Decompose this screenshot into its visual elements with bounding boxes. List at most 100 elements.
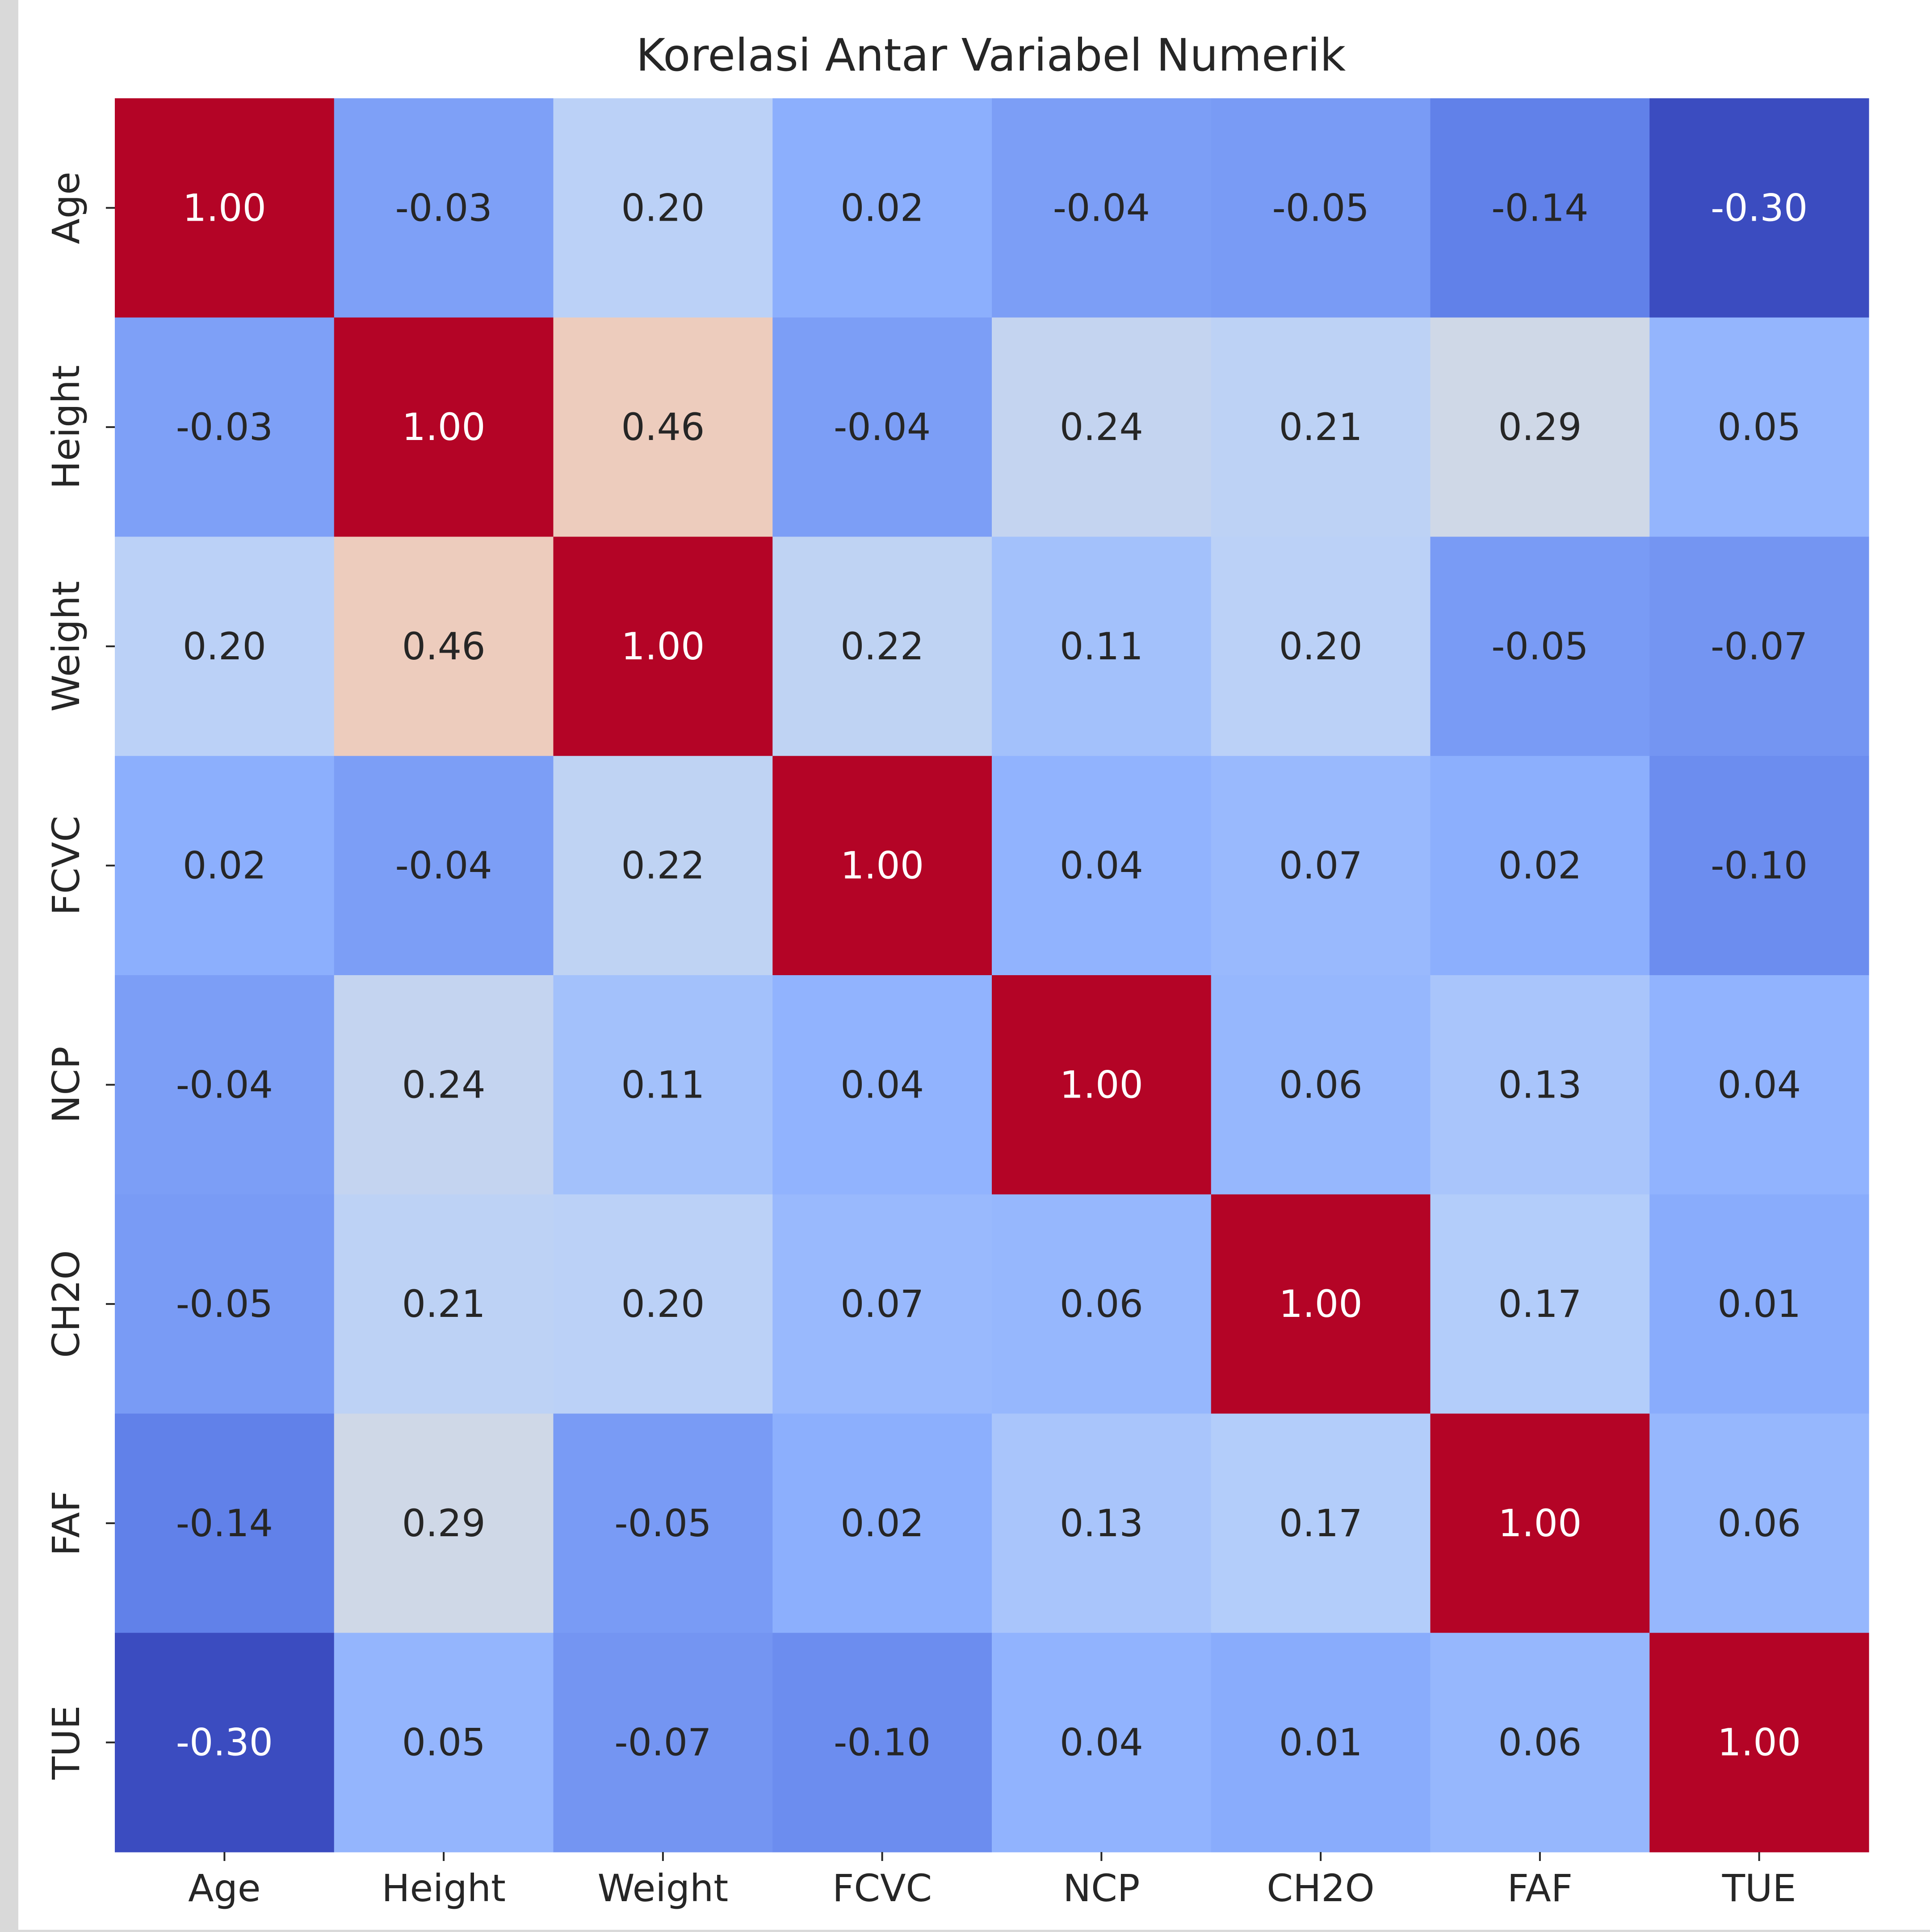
heatmap-cell-ch2o-tue [1649, 1194, 1869, 1414]
x-axis: Age Height Weight FCVC NCP CH2O FAF TUE [188, 1852, 1796, 1910]
y-tick-label-faf: FAF [44, 1491, 88, 1556]
heatmap-cell-height-ch2o [1211, 317, 1431, 537]
y-tick-label-fcvc: FCVC [44, 816, 88, 915]
heatmap-value-label: 0.13 [1060, 1501, 1143, 1545]
heatmap-value-label: 0.29 [1498, 405, 1582, 449]
heatmap-cell-ch2o-ncp [992, 1194, 1212, 1414]
heatmap-cell-fcvc-faf [1430, 756, 1650, 976]
heatmap-value-label: 0.01 [1279, 1721, 1363, 1764]
figure-canvas: Korelasi Antar Variabel Numerik 1.00 -0.0… [18, 0, 1930, 1930]
heatmap-cell-height-ncp [992, 317, 1212, 537]
heatmap-value-label: -0.05 [614, 1501, 711, 1545]
heatmap-cell-fcvc-ncp [992, 756, 1212, 976]
heatmap-value-label: -0.03 [176, 405, 273, 449]
heatmap-value-label: -0.14 [176, 1501, 273, 1545]
heatmap-cell-ncp-weight [553, 975, 773, 1195]
heatmap-cell-height-fcvc [772, 317, 992, 537]
heatmap-cell-ch2o-weight [553, 1194, 773, 1414]
heatmap-value-label: 0.20 [621, 1282, 705, 1326]
heatmap-value-label: 0.22 [840, 624, 924, 668]
heatmap-cell-height-tue [1649, 317, 1869, 537]
heatmap-value-label: -0.07 [614, 1721, 711, 1764]
heatmap-cell-ch2o-ch2o [1211, 1194, 1431, 1414]
heatmap-cell-ncp-ncp [992, 975, 1212, 1195]
y-axis: Age Height Weight FCVC NCP CH2O FAF TUE [44, 172, 115, 1780]
heatmap-cell-fcvc-tue [1649, 756, 1869, 976]
heatmap-cell-tue-fcvc [772, 1633, 992, 1852]
heatmap-value-label: 0.46 [621, 405, 705, 449]
heatmap-cell-ch2o-fcvc [772, 1194, 992, 1414]
heatmap-cell-tue-weight [553, 1633, 773, 1852]
y-tick-label-ch2o: CH2O [44, 1250, 88, 1358]
heatmap-cell-tue-faf [1430, 1633, 1650, 1852]
heatmap-value-label: 0.06 [1060, 1282, 1143, 1326]
heatmap-value-label: 1.00 [840, 844, 924, 888]
heatmap-value-labels: 1.00 -0.03 0.20 0.02 -0.04 -0.05 -0.14 -0.30 -0.… [176, 186, 1808, 1764]
heatmap-value-label: -0.10 [834, 1721, 931, 1764]
heatmap-cell-age-height [334, 98, 554, 318]
heatmap-value-label: -0.10 [1711, 844, 1808, 888]
heatmap-value-label: 0.07 [1279, 844, 1363, 888]
heatmap-cell-fcvc-ch2o [1211, 756, 1431, 976]
heatmap-value-label: 1.00 [1717, 1721, 1801, 1764]
heatmap-value-label: 0.20 [183, 624, 266, 668]
heatmap-cell-fcvc-fcvc [772, 756, 992, 976]
heatmap-value-label: 0.04 [840, 1063, 924, 1106]
x-tick-label-height: Height [382, 1866, 506, 1910]
heatmap-value-label: -0.03 [395, 186, 492, 230]
y-tick-label-age: Age [44, 172, 88, 244]
heatmap-cell-weight-weight [553, 536, 773, 756]
heatmap-value-label: -0.04 [834, 405, 931, 449]
chart-title: Korelasi Antar Variabel Numerik [636, 29, 1346, 81]
heatmap-value-label: 0.07 [840, 1282, 924, 1326]
heatmap-value-label: -0.05 [1491, 624, 1588, 668]
heatmap-value-label: -0.30 [176, 1721, 273, 1764]
heatmap-cell-tue-age [115, 1633, 335, 1852]
heatmap-cell-height-faf [1430, 317, 1650, 537]
heatmap-cell-ncp-ch2o [1211, 975, 1431, 1195]
heatmap-value-label: 0.21 [402, 1282, 486, 1326]
heatmap-value-label: 1.00 [1060, 1063, 1143, 1106]
heatmap-cell-ncp-fcvc [772, 975, 992, 1195]
heatmap-value-label: 0.11 [621, 1063, 705, 1106]
correlation-heatmap: Korelasi Antar Variabel Numerik 1.00 -0.0… [44, 29, 1869, 1910]
heatmap-cell-faf-weight [553, 1413, 773, 1633]
heatmap-cell-age-fcvc [772, 98, 992, 318]
heatmap-cell-faf-fcvc [772, 1413, 992, 1633]
heatmap-cell-ncp-tue [1649, 975, 1869, 1195]
x-tick-label-faf: FAF [1507, 1866, 1573, 1910]
heatmap-cell-age-tue [1649, 98, 1869, 318]
heatmap-cell-ch2o-faf [1430, 1194, 1650, 1414]
heatmap-value-label: -0.07 [1711, 624, 1808, 668]
heatmap-value-label: 0.22 [621, 844, 705, 888]
heatmap-value-label: 0.05 [1717, 405, 1801, 449]
heatmap-cell-weight-faf [1430, 536, 1650, 756]
heatmap-cell-ncp-age [115, 975, 335, 1195]
heatmap-cell-ncp-faf [1430, 975, 1650, 1195]
heatmap-value-label: 0.11 [1060, 624, 1143, 668]
heatmap-value-label: 0.01 [1717, 1282, 1801, 1326]
heatmap-cell-height-age [115, 317, 335, 537]
heatmap-value-label: -0.30 [1711, 186, 1808, 230]
heatmap-cell-weight-ncp [992, 536, 1212, 756]
heatmap-cells [115, 98, 1869, 1852]
heatmap-cell-age-ch2o [1211, 98, 1431, 318]
heatmap-value-label: 0.04 [1060, 1721, 1143, 1764]
heatmap-cell-faf-ncp [992, 1413, 1212, 1633]
heatmap-cell-tue-ch2o [1211, 1633, 1431, 1852]
heatmap-cell-fcvc-height [334, 756, 554, 976]
heatmap-value-label: 1.00 [183, 186, 266, 230]
heatmap-cell-faf-height [334, 1413, 554, 1633]
heatmap-cell-tue-tue [1649, 1633, 1869, 1852]
heatmap-cell-height-height [334, 317, 554, 537]
heatmap-value-label: 0.06 [1279, 1063, 1363, 1106]
heatmap-value-label: 0.02 [183, 844, 266, 888]
heatmap-cell-fcvc-age [115, 756, 335, 976]
heatmap-value-label: 0.02 [1498, 844, 1582, 888]
heatmap-value-label: 1.00 [1279, 1282, 1363, 1326]
heatmap-value-label: 0.04 [1717, 1063, 1801, 1106]
heatmap-cell-faf-tue [1649, 1413, 1869, 1633]
heatmap-cell-weight-fcvc [772, 536, 992, 756]
heatmap-value-label: 0.24 [402, 1063, 486, 1106]
heatmap-cell-age-ncp [992, 98, 1212, 318]
